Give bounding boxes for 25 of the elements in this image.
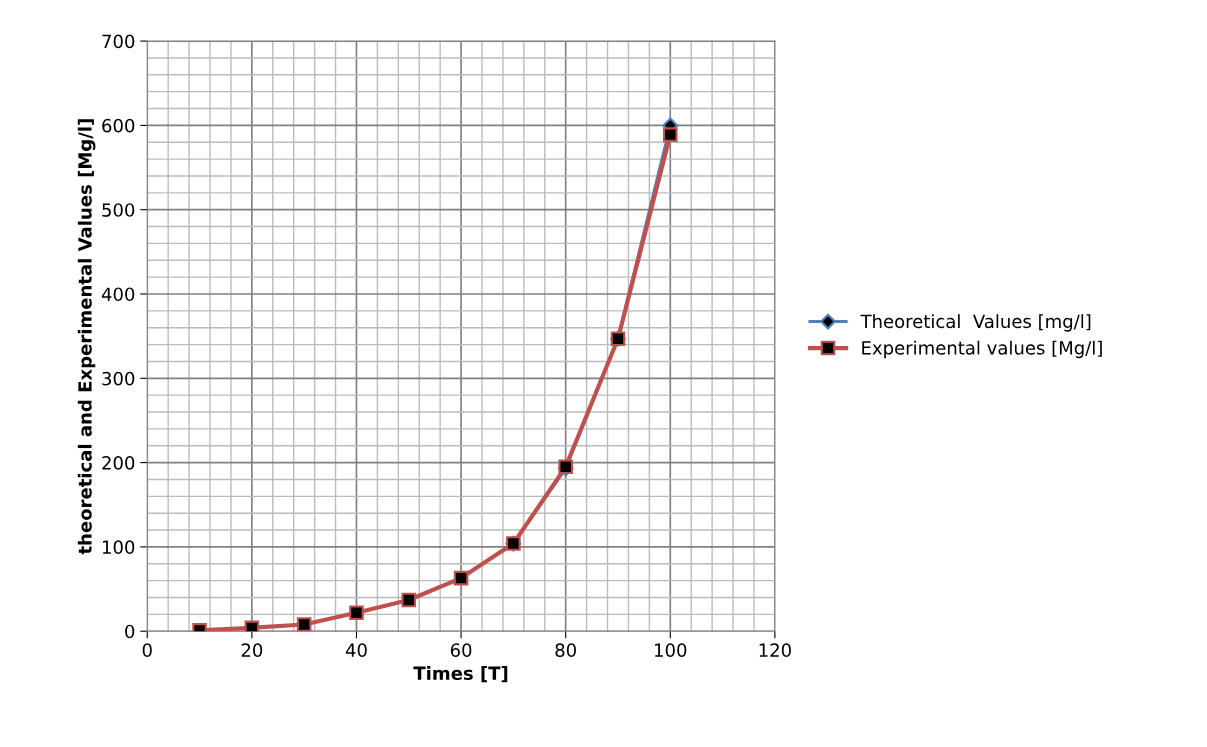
y-tick-label: 700 xyxy=(102,34,135,49)
y-tick-label: 0 xyxy=(125,624,135,639)
y-tick-label: 400 xyxy=(101,287,135,302)
legend-label: Experimental values [Mg/l] xyxy=(862,340,1102,359)
x-tick-label: 20 xyxy=(241,643,263,657)
x-tick-label: 80 xyxy=(555,643,576,657)
x-tick-label: 0 xyxy=(142,643,152,657)
point xyxy=(663,127,678,142)
point xyxy=(401,592,417,608)
y-axis-title: theoretical and Experimental Values [Mg/l] xyxy=(77,119,96,555)
point xyxy=(349,605,364,620)
y-tick-label: 500 xyxy=(102,203,135,217)
x-tick-label: 100 xyxy=(655,643,687,657)
y-tick-label: 100 xyxy=(102,540,135,555)
x-tick-label: 120 xyxy=(759,643,791,657)
point xyxy=(453,570,469,586)
x-axis-title: Times [T] xyxy=(413,666,508,683)
x-tick-label: 40 xyxy=(345,643,367,657)
y-tick-label: 300 xyxy=(102,371,135,386)
point xyxy=(244,620,260,632)
x-tick-label: 60 xyxy=(450,643,472,657)
legend-label: Theoretical Values [mg/l] xyxy=(860,314,1091,332)
y-tick-label: 200 xyxy=(102,456,135,470)
point xyxy=(296,617,312,632)
y-tick-label: 600 xyxy=(102,118,135,133)
